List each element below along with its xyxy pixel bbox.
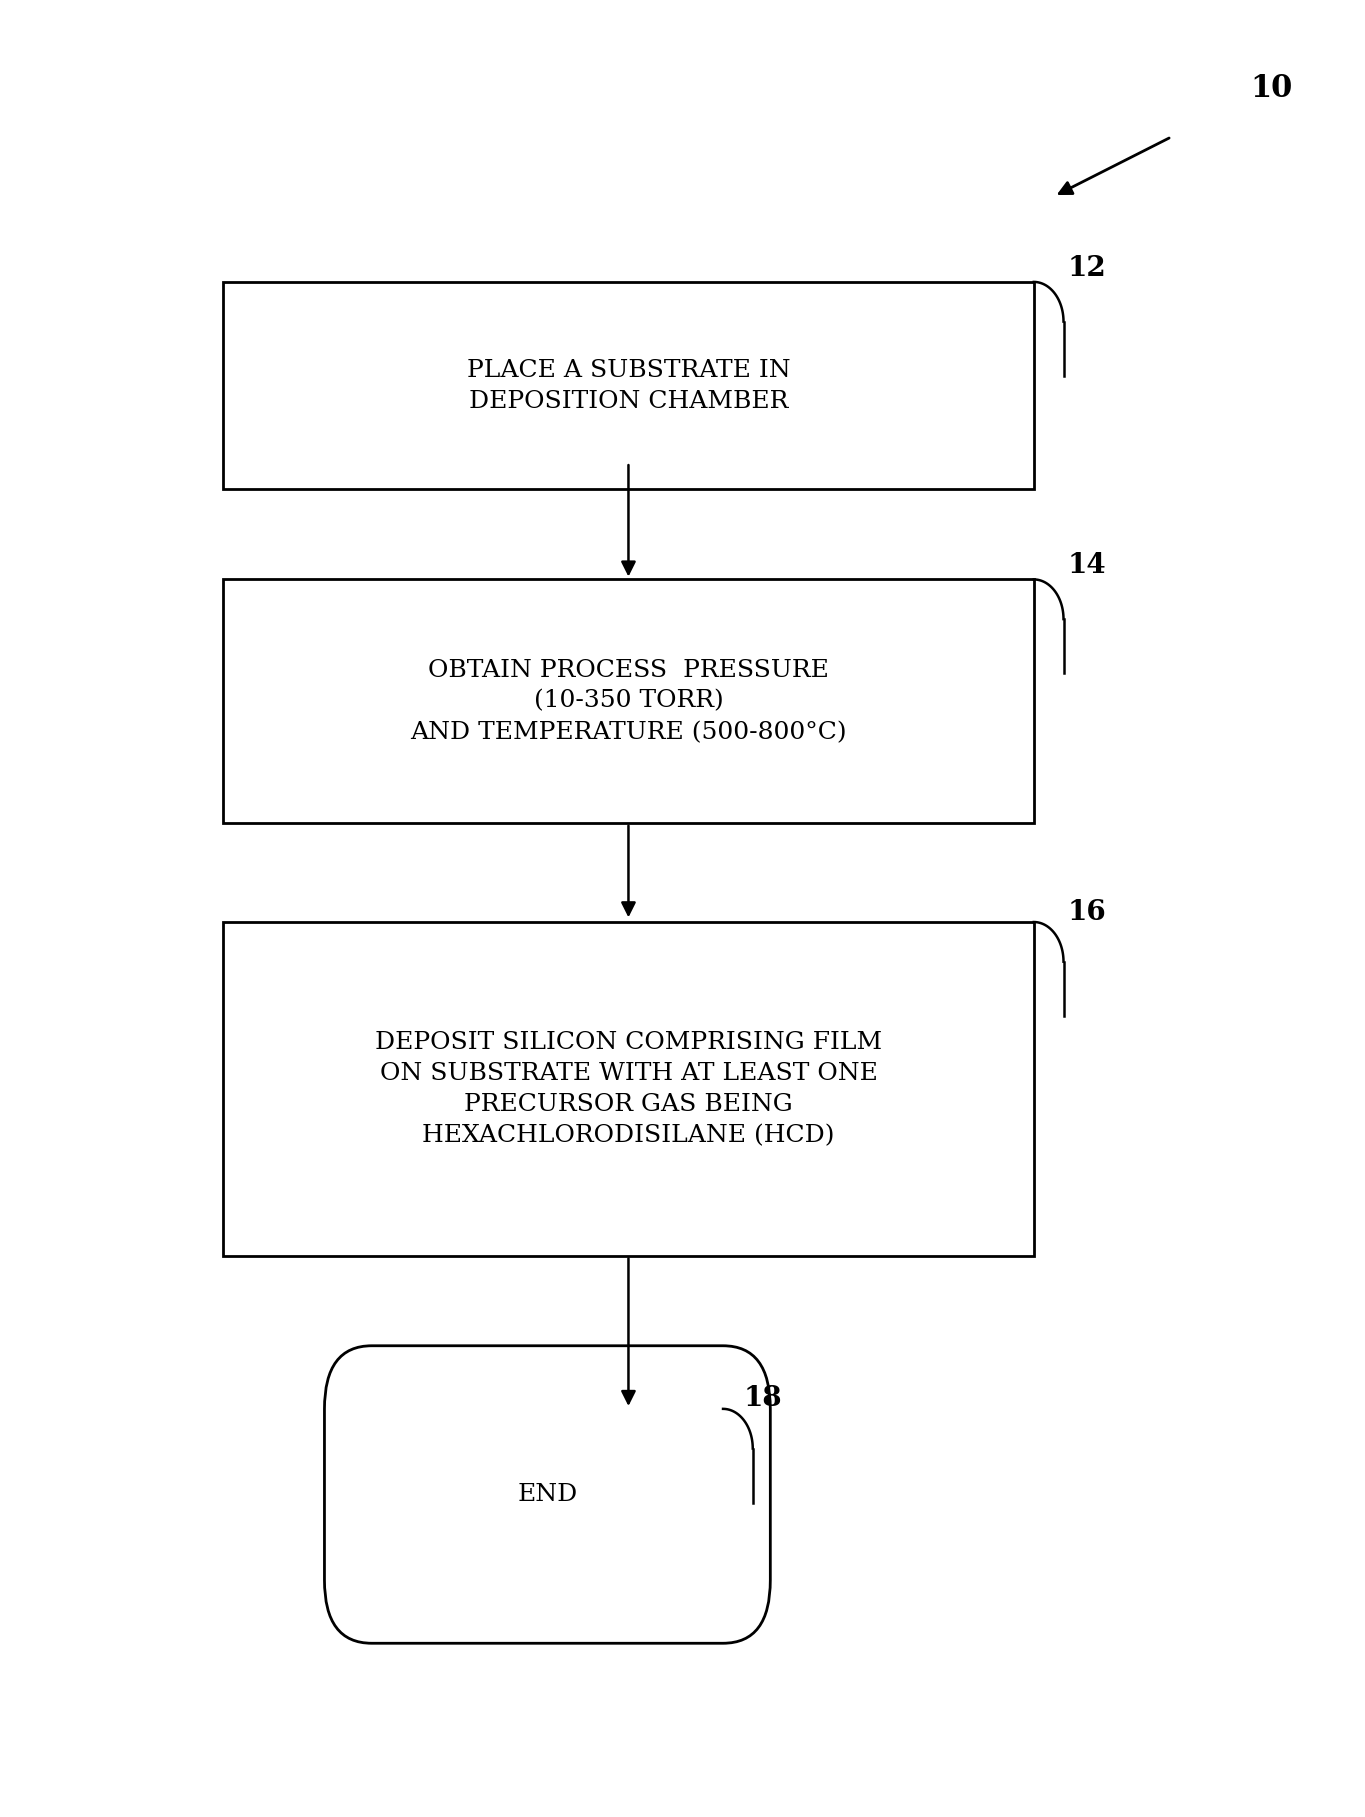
Text: DEPOSIT SILICON COMPRISING FILM
ON SUBSTRATE WITH AT LEAST ONE
PRECURSOR GAS BEI: DEPOSIT SILICON COMPRISING FILM ON SUBST…: [375, 1030, 882, 1147]
FancyBboxPatch shape: [325, 1346, 770, 1643]
Text: PLACE A SUBSTRATE IN
DEPOSITION CHAMBER: PLACE A SUBSTRATE IN DEPOSITION CHAMBER: [467, 358, 790, 412]
Text: 18: 18: [744, 1385, 782, 1412]
Text: 14: 14: [1067, 552, 1106, 580]
Text: 10: 10: [1250, 73, 1293, 104]
Text: 16: 16: [1067, 899, 1106, 925]
Text: 12: 12: [1067, 254, 1106, 282]
FancyBboxPatch shape: [222, 580, 1033, 823]
FancyBboxPatch shape: [222, 921, 1033, 1256]
Text: OBTAIN PROCESS  PRESSURE
(10-350 TORR)
AND TEMPERATURE (500-800°C): OBTAIN PROCESS PRESSURE (10-350 TORR) AN…: [410, 658, 846, 743]
Text: END: END: [517, 1483, 577, 1506]
FancyBboxPatch shape: [222, 282, 1033, 489]
